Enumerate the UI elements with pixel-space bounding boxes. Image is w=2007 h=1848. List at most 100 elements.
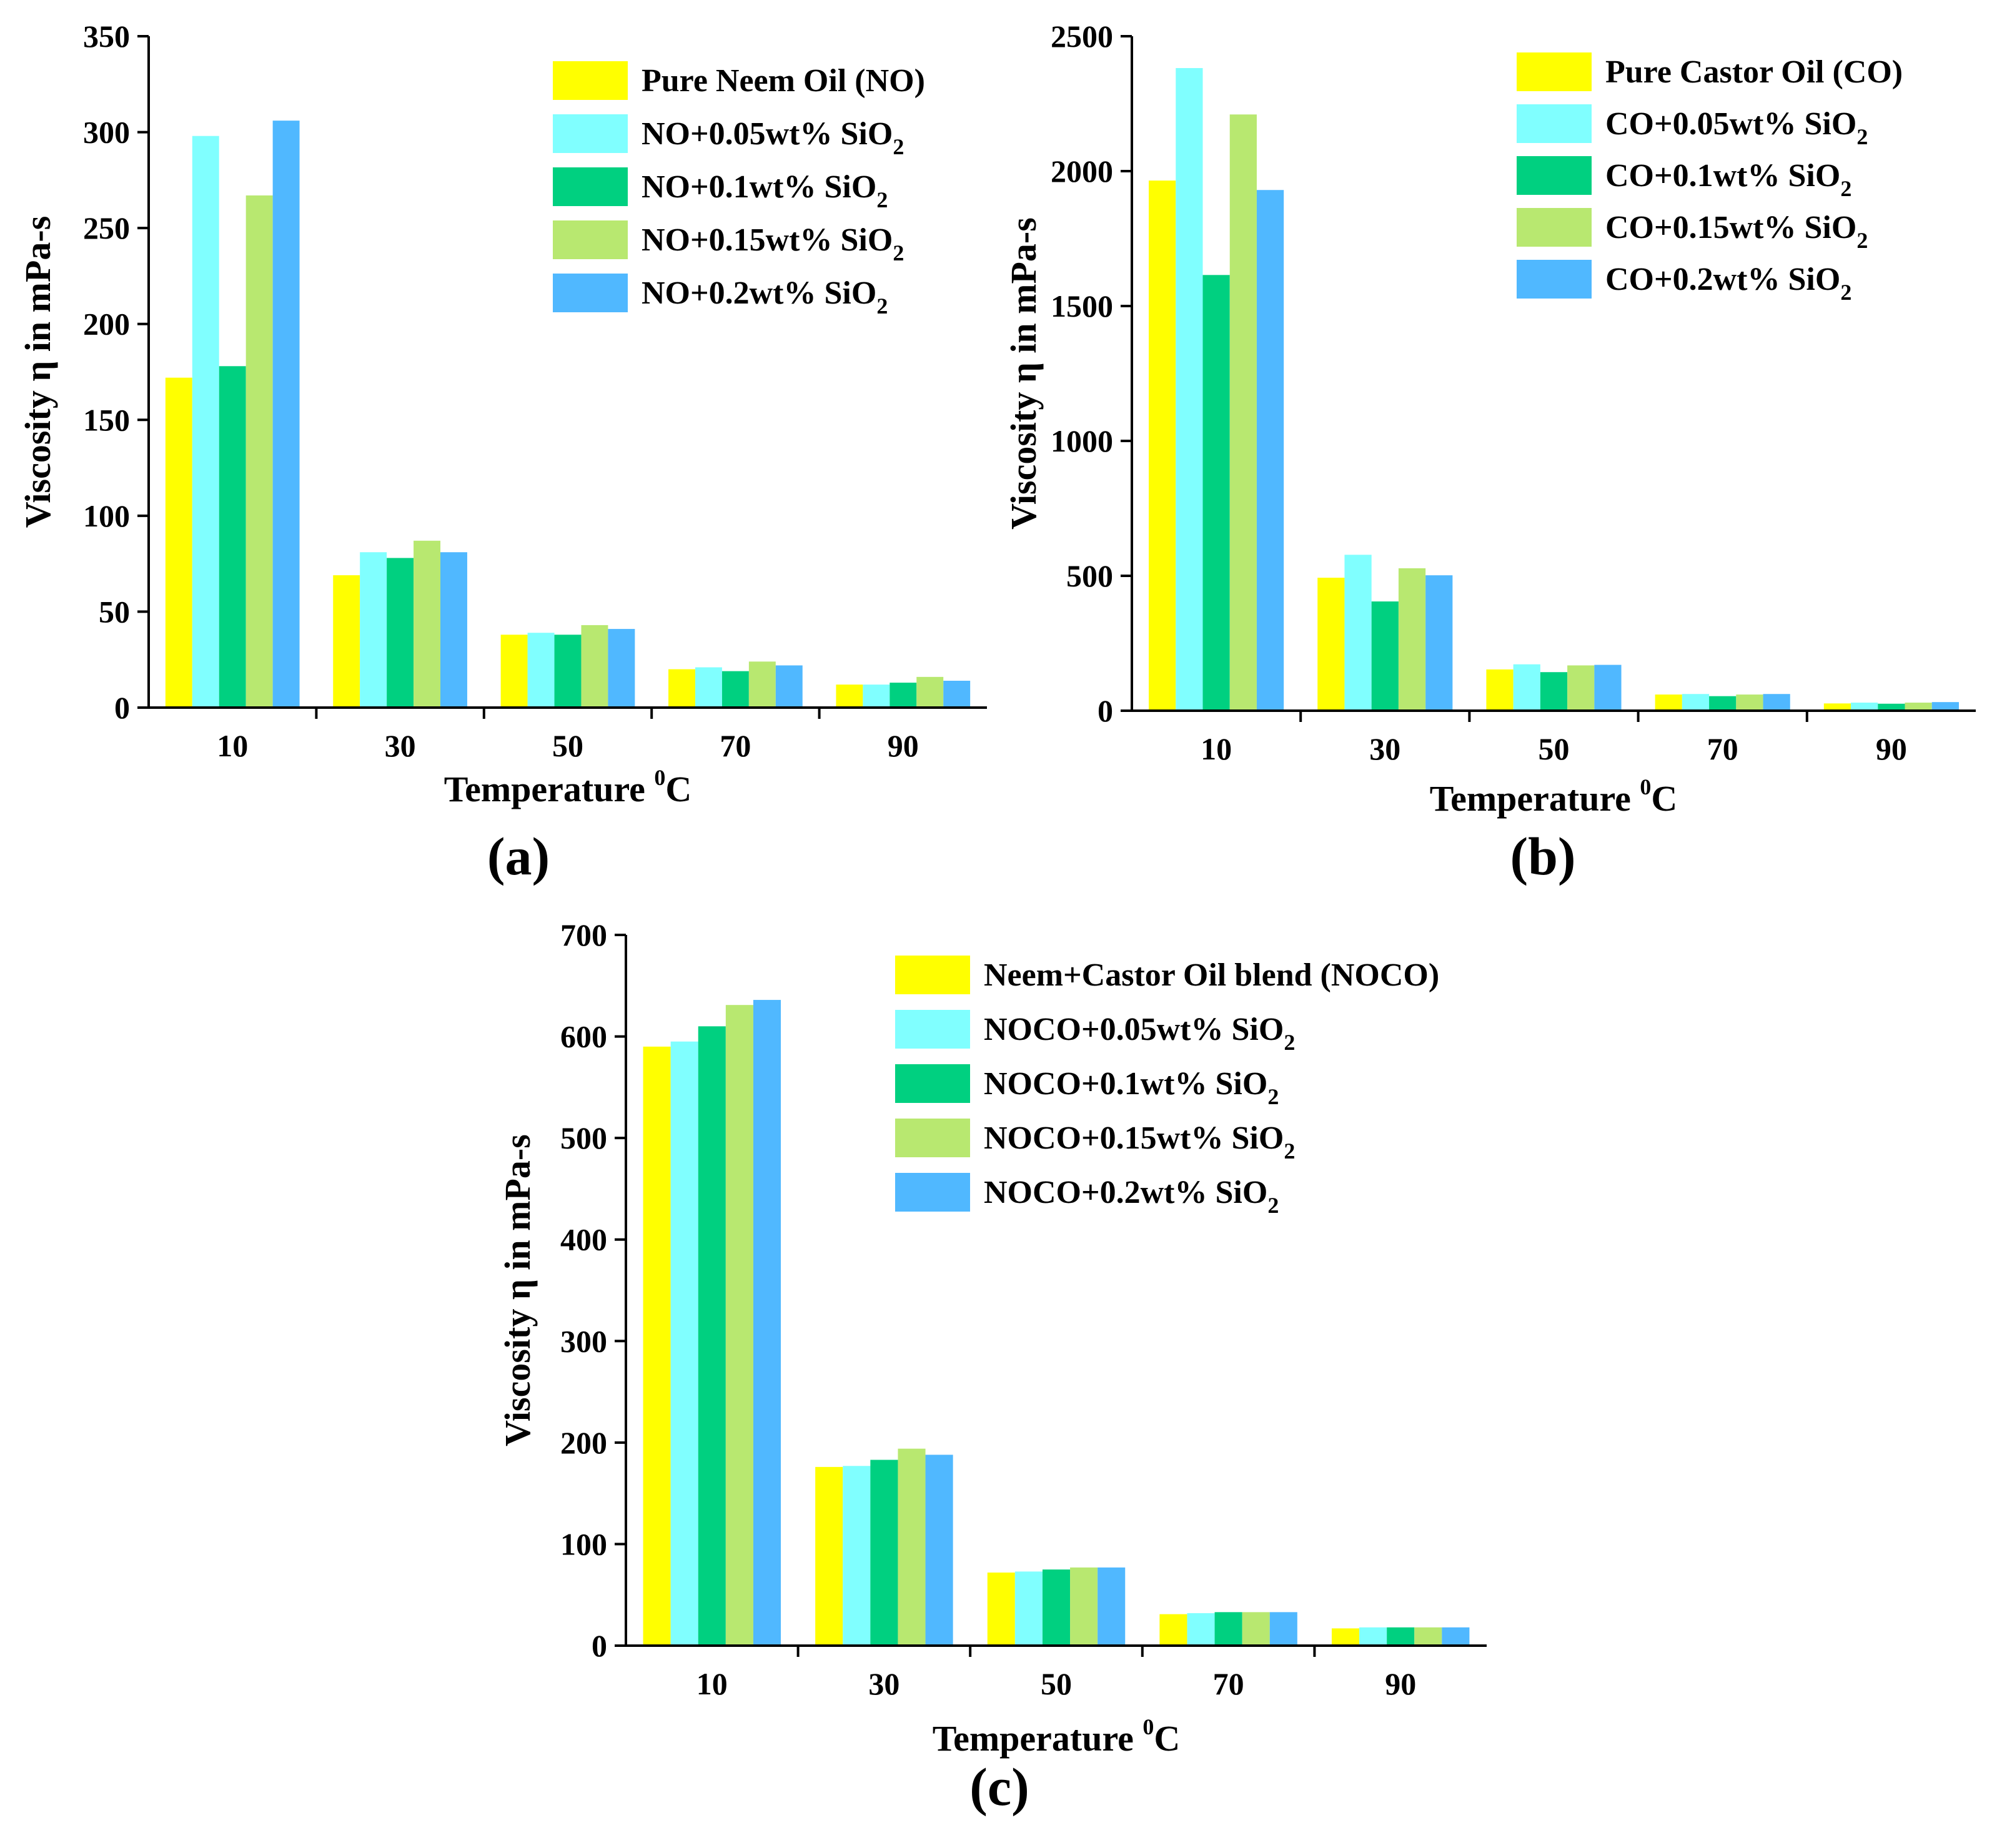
bar-3-s5-c1 (753, 1000, 781, 1646)
legend-label-subscript: 2 (1840, 176, 1851, 201)
bar-2-s1-c4 (1655, 694, 1682, 711)
legend-label-main: CO+0.15wt% SiO (1605, 210, 1856, 245)
x-axis-title-main: Temperature (933, 1718, 1143, 1759)
bar-1-s3-c1 (219, 366, 246, 708)
bar-1-s2-c1 (192, 136, 219, 708)
x-tick-label: 90 (1385, 1666, 1416, 1701)
bar-2-s2-c5 (1851, 703, 1878, 711)
panel-label: (a) (487, 826, 550, 886)
bar-1-s5-c2 (440, 552, 467, 708)
y-tick-label: 1500 (1051, 289, 1113, 324)
legend-label-subscript: 2 (893, 134, 904, 159)
bar-2-s1-c5 (1823, 703, 1851, 711)
legend-label: NO+0.1wt% SiO2 (642, 169, 888, 212)
x-tick-label: 70 (1707, 731, 1738, 766)
bar-2-s5-c3 (1594, 665, 1622, 711)
y-axis-title: Viscosity η in mPa-s (1003, 217, 1044, 530)
legend: Pure Castor Oil (CO)CO+0.05wt% SiO2CO+0.… (1517, 52, 1903, 305)
legend: Pure Neem Oil (NO)NO+0.05wt% SiO2NO+0.1w… (553, 61, 925, 319)
bar-3-s5-c3 (1098, 1567, 1126, 1646)
legend-label: CO+0.15wt% SiO2 (1605, 210, 1868, 253)
bar-3-s4-c3 (1070, 1567, 1098, 1646)
legend-label-subscript: 2 (1267, 1084, 1279, 1109)
x-tick-label: 50 (552, 728, 583, 763)
bar-3-s1-c3 (987, 1572, 1015, 1646)
x-tick-label: 10 (1201, 731, 1232, 766)
y-tick-label: 100 (83, 498, 130, 533)
bar-3-s1-c5 (1331, 1628, 1360, 1646)
legend-label: CO+0.2wt% SiO2 (1605, 262, 1851, 305)
legend-label-subscript: 2 (1284, 1030, 1295, 1055)
bar-1-s1-c1 (165, 377, 192, 708)
chart-panel-3: 0 100 200 300 400 500 600 700 10 30 50 70 90 Temperat… (497, 917, 1487, 1817)
y-tick-label: 350 (83, 19, 130, 54)
bar-2-s4-c2 (1398, 568, 1426, 711)
legend-swatch (1517, 52, 1592, 91)
legend-label-main: NO+0.15wt% SiO (642, 222, 893, 258)
bar-3-s2-c3 (1014, 1571, 1043, 1646)
y-tick-label: 0 (592, 1628, 607, 1663)
bar-3-s2-c5 (1359, 1627, 1387, 1646)
bar-1-s3-c2 (387, 558, 414, 708)
legend-swatch (553, 167, 628, 206)
legend-label-subscript: 2 (1856, 124, 1868, 149)
bar-3-s2-c1 (670, 1041, 698, 1646)
x-tick-label: 70 (1213, 1666, 1244, 1701)
legend-label-main: NOCO+0.05wt% SiO (984, 1012, 1284, 1047)
y-tick-label: 600 (560, 1019, 607, 1054)
y-tick-label: 250 (83, 210, 130, 245)
legend-swatch (1517, 156, 1592, 195)
bar-2-s2-c4 (1682, 694, 1710, 711)
x-axis-title-sup: 0 (654, 765, 665, 790)
y-tick-label: 200 (560, 1425, 607, 1460)
y-tick-label: 2500 (1051, 19, 1113, 54)
legend-swatch (1517, 104, 1592, 143)
bar-2-s3-c5 (1878, 703, 1905, 711)
bar-1-s4-c3 (581, 625, 608, 708)
legend-label: NOCO+0.2wt% SiO2 (984, 1175, 1279, 1218)
legend-label: Pure Castor Oil (CO) (1605, 54, 1903, 90)
legend-swatch (553, 61, 628, 100)
x-axis-title: Temperature 0C (444, 765, 692, 809)
legend-label-subscript: 2 (1284, 1139, 1295, 1164)
legend-label: NO+0.05wt% SiO2 (642, 116, 904, 159)
x-tick-label: 90 (1876, 731, 1907, 766)
legend: Neem+Castor Oil blend (NOCO) NOCO+0.05wt%… (895, 956, 1439, 1218)
x-tick-label: 10 (217, 728, 248, 763)
bar-3-s4-c5 (1414, 1627, 1442, 1646)
legend-label-main: CO+0.2wt% SiO (1605, 262, 1840, 297)
y-tick-label: 50 (99, 594, 130, 629)
legend-swatch (1517, 208, 1592, 247)
bar-2-s3-c2 (1371, 601, 1399, 711)
bar-3-s3-c2 (870, 1460, 898, 1646)
legend-swatch (553, 114, 628, 153)
legend-label-subscript: 2 (893, 240, 904, 265)
x-tick-label: 50 (1539, 731, 1570, 766)
x-axis-title-unit: C (1651, 778, 1677, 819)
bar-2-s4-c3 (1567, 665, 1595, 711)
y-axis-title: Viscosity η in mPa-s (497, 1134, 538, 1446)
y-tick-label: 300 (83, 115, 130, 150)
legend-label-subscript: 2 (1267, 1193, 1279, 1218)
x-tick-label: 30 (1369, 731, 1400, 766)
bar-2-s4-c5 (1905, 703, 1932, 711)
y-tick-label: 0 (114, 690, 130, 725)
legend-label-main: CO+0.1wt% SiO (1605, 158, 1840, 194)
legend-label-main: NO+0.1wt% SiO (642, 169, 876, 205)
legend-label: NOCO+0.1wt% SiO2 (984, 1066, 1279, 1109)
bar-2-s2-c1 (1176, 67, 1203, 711)
bar-3-s4-c4 (1242, 1612, 1270, 1646)
bar-2-s4-c1 (1229, 114, 1257, 711)
y-tick-label: 150 (83, 402, 130, 437)
bar-3-s2-c4 (1187, 1613, 1215, 1646)
bar-1-s2-c3 (527, 633, 555, 708)
x-axis-title: Temperature 0C (1430, 774, 1678, 819)
panel-label: (c) (969, 1757, 1029, 1817)
x-axis-title-unit: C (665, 769, 691, 809)
bar-1-s4-c2 (414, 540, 441, 708)
legend-label-main: NO+0.2wt% SiO (642, 275, 876, 311)
bar-1-s1-c3 (500, 635, 528, 708)
bar-3-s1-c4 (1159, 1614, 1187, 1646)
bar-1-s2-c5 (863, 684, 890, 708)
x-tick-label: 50 (1041, 1666, 1072, 1701)
